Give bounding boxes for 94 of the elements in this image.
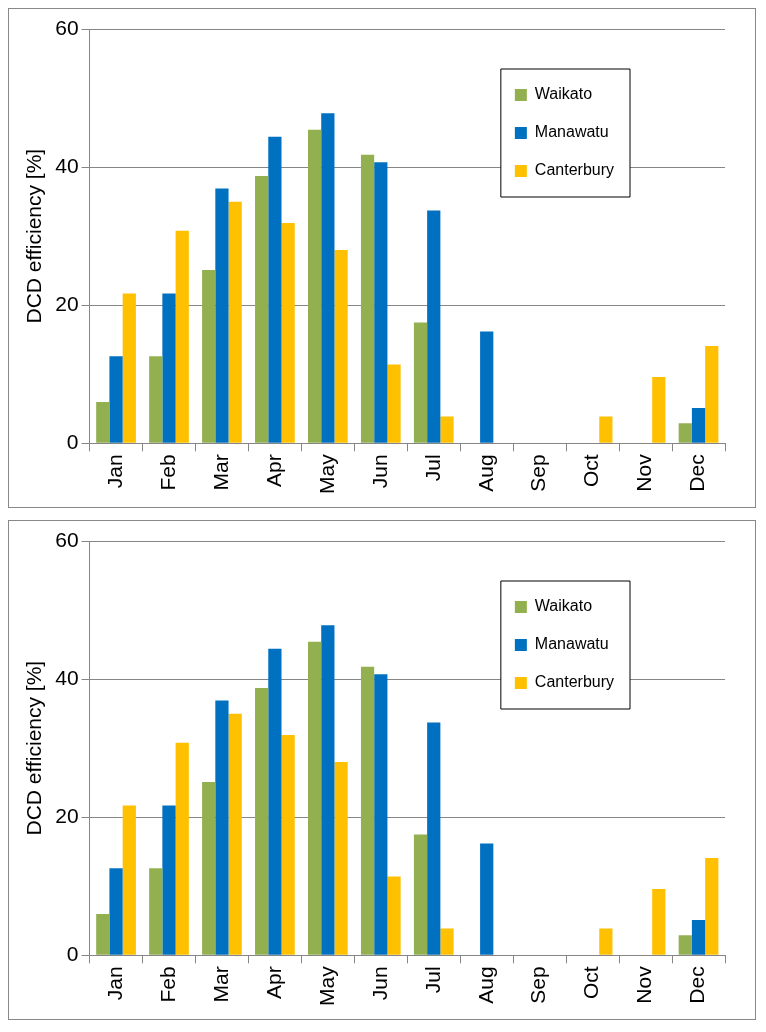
legend-label: Waikato: [534, 597, 593, 615]
bar: [480, 331, 494, 443]
bar: [334, 761, 348, 955]
bar: [122, 293, 136, 443]
bar: [678, 423, 692, 443]
bar: [122, 805, 136, 955]
bar: [228, 713, 242, 955]
bar: [268, 648, 282, 955]
bar: [427, 722, 441, 955]
bar: [281, 223, 295, 443]
bar: [387, 364, 401, 443]
y-tick-label: 40: [55, 153, 79, 177]
bar: [202, 782, 216, 955]
bar: [705, 857, 719, 955]
bar: [162, 293, 176, 443]
bar: [678, 935, 692, 955]
bar: [413, 834, 428, 955]
bar: [215, 700, 229, 955]
bar: [175, 230, 189, 443]
bar: [228, 201, 242, 443]
bar: [215, 188, 229, 443]
legend-label: Manawatu: [534, 123, 609, 141]
bar: [374, 674, 388, 955]
bar: [96, 913, 110, 955]
bar: [202, 270, 216, 443]
bar: [374, 162, 388, 443]
legend-label: Manawatu: [534, 635, 609, 653]
bar: [255, 176, 269, 443]
x-tick-label: Jan: [102, 966, 126, 1001]
bar: [652, 377, 666, 443]
x-tick-label: Nov: [632, 453, 656, 492]
bar: [149, 356, 163, 443]
bar: [427, 210, 441, 443]
y-axis-title: DCD efficiency [%]: [22, 660, 46, 836]
x-tick-label: Mar: [208, 454, 232, 491]
bar: [255, 688, 269, 955]
bar: [307, 129, 322, 443]
bar: [149, 868, 163, 955]
x-tick-label: Nov: [632, 965, 656, 1004]
bar: [691, 408, 706, 443]
bar: [480, 843, 494, 955]
x-tick-label: Apr: [261, 966, 285, 1000]
x-tick-label: Mar: [208, 966, 232, 1003]
x-tick-label: Sep: [526, 454, 550, 492]
bar: [321, 625, 335, 955]
legend-label: Canterbury: [534, 673, 615, 691]
bar: [599, 416, 613, 443]
bar: [440, 416, 454, 443]
bar: [652, 889, 666, 955]
x-tick-label: Feb: [155, 966, 179, 1003]
x-tick-label: Apr: [261, 454, 285, 488]
x-tick-label: Aug: [473, 966, 497, 1004]
x-tick-label: Dec: [685, 966, 709, 1004]
bar: [599, 928, 613, 955]
y-tick-label: 40: [55, 665, 79, 689]
y-tick-label: 20: [55, 292, 79, 316]
bar: [96, 401, 110, 443]
x-tick-label: May: [314, 453, 338, 495]
bar: [321, 113, 335, 443]
x-tick-label: Oct: [579, 454, 603, 487]
bar: [387, 876, 401, 955]
bar: [705, 345, 719, 443]
y-axis-title: DCD efficiency [%]: [22, 148, 46, 324]
bar: [175, 742, 189, 955]
bar: [440, 928, 454, 955]
x-tick-label: Jul: [420, 454, 444, 482]
bar: [109, 868, 123, 955]
bar: [281, 735, 295, 955]
legend-label: Waikato: [534, 85, 593, 103]
legend-label: Canterbury: [534, 161, 615, 179]
bar: [360, 666, 375, 955]
bar: [109, 356, 123, 443]
x-tick-label: Dec: [685, 454, 709, 492]
y-tick-label: 20: [55, 804, 79, 828]
x-tick-label: Jul: [420, 966, 444, 994]
y-tick-label: 60: [55, 527, 79, 551]
x-tick-label: May: [314, 965, 338, 1007]
x-tick-label: Aug: [473, 454, 497, 492]
y-tick-label: 60: [55, 15, 79, 39]
bar: [307, 641, 322, 955]
x-tick-label: Jan: [102, 454, 126, 489]
bar: [334, 249, 348, 443]
bar: [413, 322, 428, 443]
x-tick-label: Oct: [579, 966, 603, 999]
bar: [162, 805, 176, 955]
x-tick-label: Jun: [367, 454, 391, 489]
bar: [360, 154, 375, 443]
y-tick-label: 0: [66, 430, 79, 454]
y-tick-label: 0: [66, 942, 79, 966]
x-tick-label: Jun: [367, 966, 391, 1001]
bar: [268, 136, 282, 443]
x-tick-label: Sep: [526, 966, 550, 1004]
x-tick-label: Feb: [155, 454, 179, 491]
bar: [691, 920, 706, 955]
